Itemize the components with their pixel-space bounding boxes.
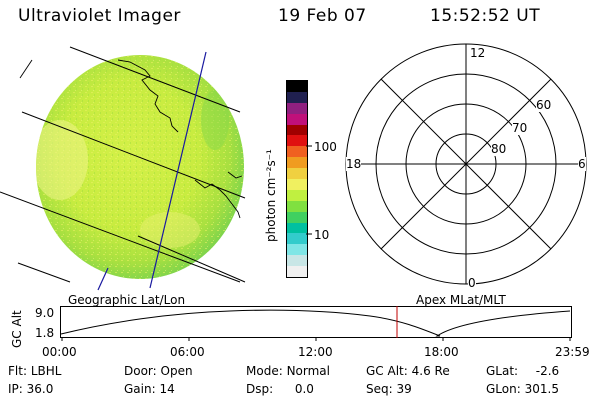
colorbar-segment (287, 266, 307, 277)
colorbar-segment (287, 200, 307, 212)
colorbar-segment (287, 222, 307, 234)
ip-value: 36.0 (26, 382, 54, 396)
glon-value: 301.5 (524, 382, 559, 396)
info-glon: GLon: 301.5 (486, 382, 559, 396)
time-tick-0000: 00:00 (42, 345, 77, 359)
time-tick-1800: 18:00 (424, 345, 459, 359)
gcalt-value: 4.6 Re (411, 364, 450, 378)
info-gain: Gain: 14 (124, 382, 175, 396)
gain-label: Gain: (124, 382, 156, 396)
colorbar-tick-100: 100 (314, 140, 337, 154)
colorbar-segment (287, 80, 307, 92)
colorbar-segment (287, 168, 307, 179)
polar-plot (345, 43, 587, 285)
altitude-curve-line (60, 309, 571, 337)
colorbar-segment (287, 157, 307, 169)
earth-image-svg (0, 46, 246, 291)
colorbar-segment (287, 113, 307, 125)
door-value: Open (160, 364, 193, 378)
polar-label-12: 12 (470, 46, 486, 60)
altitude-y-min: 1.8 (35, 326, 55, 340)
app-title: Ultraviolet Imager (18, 6, 181, 26)
info-glat: GLat: -2.6 (486, 364, 559, 378)
colorbar-segment (287, 244, 307, 256)
time-tick-0600: 06:00 (170, 345, 205, 359)
geo-grid-lines (0, 46, 246, 283)
info-door: Door: Open (124, 364, 193, 378)
colorbar-segment (287, 124, 307, 136)
flt-value: LBHL (30, 364, 62, 378)
coastline-lines (19, 59, 243, 219)
time-tick-2359: 23:59 (555, 345, 590, 359)
info-mode: Mode: Normal (246, 364, 330, 378)
dsp-value: 0.0 (294, 382, 314, 396)
mode-label: Mode: (246, 364, 283, 378)
flt-label: Flt: (8, 364, 27, 378)
altitude-curve (61, 310, 452, 341)
info-flt: Flt: LBHL (8, 364, 61, 378)
polar-label-60: 60 (536, 98, 552, 112)
seq-value: 39 (396, 382, 412, 396)
altitude-plot (60, 306, 572, 341)
gcalt-label: GC Alt: (366, 364, 408, 378)
colorbar-unit-label: photon cm⁻²s⁻¹ (264, 149, 278, 242)
door-label: Door: (124, 364, 157, 378)
altitude-y-max: 9.0 (35, 306, 55, 320)
colorbar-segment (287, 135, 307, 147)
colorbar (286, 80, 308, 278)
info-gcalt: GC Alt: 4.6 Re (366, 364, 450, 378)
colorbar-segment (287, 146, 307, 158)
colorbar-segment (287, 102, 307, 114)
info-dsp: Dsp: 0.0 (246, 382, 314, 396)
geo-meridian-lines (97, 51, 207, 291)
apex-coords-label: Apex MLat/MLT (416, 293, 506, 307)
colorbar-segment (287, 233, 307, 245)
polar-label-80: 80 (491, 142, 507, 156)
glat-label: GLat: (486, 364, 519, 378)
colorbar-segment (287, 211, 307, 223)
seq-label: Seq: (366, 382, 393, 396)
colorbar-segment (287, 189, 307, 201)
time-tick-1200: 12:00 (298, 345, 333, 359)
gain-value: 14 (159, 382, 175, 396)
mode-value: Normal (286, 364, 330, 378)
geo-coords-label: Geographic Lat/Lon (68, 293, 186, 307)
glon-label: GLon: (486, 382, 521, 396)
colorbar-segment (287, 255, 307, 267)
ip-label: IP: (8, 382, 23, 396)
polar-label-70: 70 (512, 121, 528, 135)
info-seq: Seq: 39 (366, 382, 412, 396)
altitude-time-ticks (61, 337, 571, 341)
polar-label-6: 6 (578, 157, 586, 171)
colorbar-segment (287, 178, 307, 190)
altitude-axis-label: GC Alt (10, 310, 24, 348)
info-ip: IP: 36.0 (8, 382, 53, 396)
colorbar-segment (287, 91, 307, 103)
image-date: 19 Feb 07 (278, 6, 367, 26)
polar-diag-2 (380, 78, 552, 250)
glat-value: -2.6 (535, 364, 560, 378)
image-time: 15:52:52 UT (430, 6, 541, 26)
colorbar-tick-10: 10 (314, 228, 330, 242)
polar-label-18: 18 (346, 157, 362, 171)
dsp-label: Dsp: (246, 382, 274, 396)
colorbar-ticks (306, 145, 312, 235)
polar-label-0: 0 (468, 276, 476, 290)
